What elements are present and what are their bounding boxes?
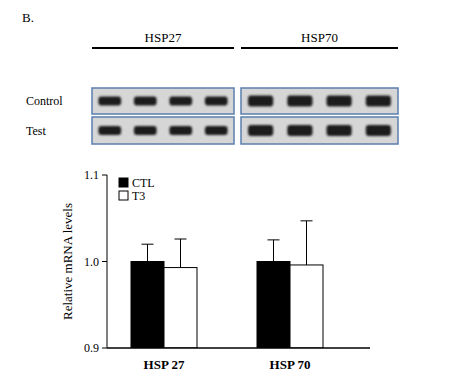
gel-box [241,88,398,114]
error-bar [175,239,187,268]
y-tick [102,261,107,262]
gel-band [205,97,228,106]
bar [290,265,323,348]
x-tick-label: HSP 70 [270,357,311,372]
gel-row-label: Test [26,124,46,138]
y-tick-label: 1.0 [84,255,99,269]
y-tick-label: 0.9 [84,341,99,355]
bar [257,262,290,349]
gel-group-label: HSP27 [145,30,182,45]
error-bar [142,244,154,261]
gel-band [366,96,391,107]
bar [164,268,197,348]
gel-band [169,126,192,135]
gel-band [205,126,228,135]
gel-band [327,96,352,107]
legend-label: T3 [132,189,145,203]
figure: B. HSP27 HSP70 Control Test 0.9 1.0 1.1 HSP 27 HS… [0,0,458,376]
panel-label: B. [22,10,34,25]
gel-band [248,96,273,107]
error-bar [268,240,280,262]
group-bracket [241,47,398,49]
gel-band [98,97,121,106]
gel-box [241,117,398,144]
x-tick-label: HSP 27 [144,357,185,372]
gel-band [98,126,121,135]
gel-band [366,125,391,136]
x-axis [107,347,370,349]
legend-swatch [119,178,128,187]
y-tick [102,175,107,176]
gel-band [169,97,192,106]
y-tick [102,348,107,349]
y-tick-label: 1.1 [84,168,99,182]
legend-swatch [119,191,128,200]
y-axis-label: Relative mRNA levels [60,203,75,320]
gel-box [92,117,234,144]
gel-group-label: HSP70 [301,30,338,45]
bars [131,262,323,349]
error-bar [301,221,313,265]
gel-band [287,125,312,136]
group-bracket [92,47,234,49]
legend-label: CTL [132,176,155,190]
gel-band [327,125,352,136]
gel-band [287,96,312,107]
error-bars [142,221,313,268]
gel-band [134,126,157,135]
bar [131,262,164,349]
gel-band [248,125,273,136]
gel-row-label: Control [26,94,63,108]
gel-band [134,97,157,106]
gel-box [92,88,234,114]
